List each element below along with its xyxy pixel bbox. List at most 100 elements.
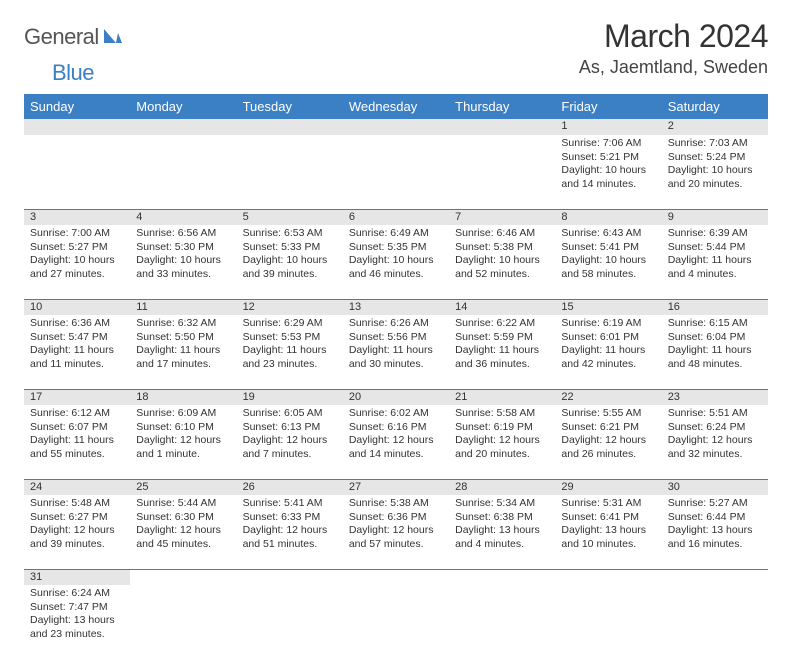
detail-line: Sunset: 6:13 PM bbox=[243, 421, 337, 435]
day-number-cell: 20 bbox=[343, 389, 449, 405]
daynum-row: 17181920212223 bbox=[24, 389, 768, 405]
daynum-row: 12 bbox=[24, 119, 768, 135]
detail-line: Daylight: 11 hours bbox=[243, 344, 337, 358]
detail-line: Daylight: 12 hours bbox=[349, 434, 443, 448]
day-number-cell: 13 bbox=[343, 299, 449, 315]
detail-line: Sunset: 6:10 PM bbox=[136, 421, 230, 435]
day-number-cell: 8 bbox=[555, 209, 661, 225]
weekday-header: Saturday bbox=[662, 94, 768, 119]
day-number-cell: 2 bbox=[662, 119, 768, 135]
detail-line: Daylight: 10 hours bbox=[349, 254, 443, 268]
day-details: Sunrise: 5:31 AMSunset: 6:41 PMDaylight:… bbox=[555, 495, 661, 555]
detail-line: Sunset: 6:44 PM bbox=[668, 511, 762, 525]
day-details: Sunrise: 5:38 AMSunset: 6:36 PMDaylight:… bbox=[343, 495, 449, 555]
day-cell bbox=[449, 585, 555, 659]
day-cell: Sunrise: 7:03 AMSunset: 5:24 PMDaylight:… bbox=[662, 135, 768, 209]
day-number-cell bbox=[449, 119, 555, 135]
detail-line: Sunset: 6:21 PM bbox=[561, 421, 655, 435]
day-cell bbox=[24, 135, 130, 209]
day-details: Sunrise: 6:09 AMSunset: 6:10 PMDaylight:… bbox=[130, 405, 236, 465]
detail-line: Sunset: 5:30 PM bbox=[136, 241, 230, 255]
detail-line: Daylight: 11 hours bbox=[668, 254, 762, 268]
detail-line: Sunrise: 6:53 AM bbox=[243, 227, 337, 241]
day-details: Sunrise: 7:00 AMSunset: 5:27 PMDaylight:… bbox=[24, 225, 130, 285]
detail-line: and 39 minutes. bbox=[243, 268, 337, 282]
detail-line: Sunset: 6:33 PM bbox=[243, 511, 337, 525]
detail-line: and 39 minutes. bbox=[30, 538, 124, 552]
day-number-cell: 3 bbox=[24, 209, 130, 225]
day-cell bbox=[237, 135, 343, 209]
day-details: Sunrise: 6:49 AMSunset: 5:35 PMDaylight:… bbox=[343, 225, 449, 285]
day-details: Sunrise: 6:29 AMSunset: 5:53 PMDaylight:… bbox=[237, 315, 343, 375]
detail-line: Daylight: 10 hours bbox=[30, 254, 124, 268]
day-cell: Sunrise: 6:39 AMSunset: 5:44 PMDaylight:… bbox=[662, 225, 768, 299]
detail-line: Sunrise: 5:44 AM bbox=[136, 497, 230, 511]
detail-line: Sunrise: 6:29 AM bbox=[243, 317, 337, 331]
day-details: Sunrise: 6:19 AMSunset: 6:01 PMDaylight:… bbox=[555, 315, 661, 375]
detail-line: Daylight: 12 hours bbox=[243, 434, 337, 448]
detail-line: Daylight: 12 hours bbox=[668, 434, 762, 448]
day-number-cell: 15 bbox=[555, 299, 661, 315]
detail-line: Daylight: 10 hours bbox=[668, 164, 762, 178]
detail-line: Sunrise: 6:24 AM bbox=[30, 587, 124, 601]
day-cell bbox=[555, 585, 661, 659]
day-cell: Sunrise: 5:58 AMSunset: 6:19 PMDaylight:… bbox=[449, 405, 555, 479]
day-cell: Sunrise: 6:26 AMSunset: 5:56 PMDaylight:… bbox=[343, 315, 449, 389]
detail-line: Daylight: 12 hours bbox=[561, 434, 655, 448]
detail-line: Sunrise: 6:26 AM bbox=[349, 317, 443, 331]
detail-line: and 52 minutes. bbox=[455, 268, 549, 282]
day-number-cell: 14 bbox=[449, 299, 555, 315]
detail-line: Sunrise: 5:34 AM bbox=[455, 497, 549, 511]
week-row: Sunrise: 6:24 AMSunset: 7:47 PMDaylight:… bbox=[24, 585, 768, 659]
day-number-cell bbox=[237, 569, 343, 585]
day-details: Sunrise: 6:46 AMSunset: 5:38 PMDaylight:… bbox=[449, 225, 555, 285]
day-cell bbox=[343, 585, 449, 659]
day-cell: Sunrise: 6:12 AMSunset: 6:07 PMDaylight:… bbox=[24, 405, 130, 479]
day-number-cell: 29 bbox=[555, 479, 661, 495]
week-row: Sunrise: 6:12 AMSunset: 6:07 PMDaylight:… bbox=[24, 405, 768, 479]
detail-line: and 14 minutes. bbox=[349, 448, 443, 462]
day-cell: Sunrise: 6:02 AMSunset: 6:16 PMDaylight:… bbox=[343, 405, 449, 479]
day-number-cell: 21 bbox=[449, 389, 555, 405]
calendar-table: Sunday Monday Tuesday Wednesday Thursday… bbox=[24, 94, 768, 659]
detail-line: and 42 minutes. bbox=[561, 358, 655, 372]
day-cell: Sunrise: 5:44 AMSunset: 6:30 PMDaylight:… bbox=[130, 495, 236, 569]
detail-line: Daylight: 12 hours bbox=[243, 524, 337, 538]
detail-line: Sunset: 5:24 PM bbox=[668, 151, 762, 165]
day-cell bbox=[130, 585, 236, 659]
detail-line: Daylight: 12 hours bbox=[349, 524, 443, 538]
day-details: Sunrise: 6:39 AMSunset: 5:44 PMDaylight:… bbox=[662, 225, 768, 285]
logo-text-1: General bbox=[24, 24, 99, 50]
detail-line: and 51 minutes. bbox=[243, 538, 337, 552]
logo-text-2: Blue bbox=[52, 60, 94, 85]
day-number-cell: 26 bbox=[237, 479, 343, 495]
day-cell: Sunrise: 6:36 AMSunset: 5:47 PMDaylight:… bbox=[24, 315, 130, 389]
day-number-cell bbox=[237, 119, 343, 135]
daynum-row: 10111213141516 bbox=[24, 299, 768, 315]
detail-line: Daylight: 11 hours bbox=[668, 344, 762, 358]
day-cell: Sunrise: 6:32 AMSunset: 5:50 PMDaylight:… bbox=[130, 315, 236, 389]
detail-line: and 33 minutes. bbox=[136, 268, 230, 282]
detail-line: Sunset: 6:41 PM bbox=[561, 511, 655, 525]
detail-line: Daylight: 13 hours bbox=[668, 524, 762, 538]
detail-line: Daylight: 11 hours bbox=[30, 344, 124, 358]
day-number-cell: 16 bbox=[662, 299, 768, 315]
detail-line: and 11 minutes. bbox=[30, 358, 124, 372]
day-cell: Sunrise: 6:22 AMSunset: 5:59 PMDaylight:… bbox=[449, 315, 555, 389]
day-number-cell: 28 bbox=[449, 479, 555, 495]
day-number-cell bbox=[343, 569, 449, 585]
day-number-cell: 6 bbox=[343, 209, 449, 225]
detail-line: Daylight: 13 hours bbox=[561, 524, 655, 538]
day-cell: Sunrise: 6:05 AMSunset: 6:13 PMDaylight:… bbox=[237, 405, 343, 479]
daynum-row: 24252627282930 bbox=[24, 479, 768, 495]
day-details: Sunrise: 6:05 AMSunset: 6:13 PMDaylight:… bbox=[237, 405, 343, 465]
day-number-cell: 27 bbox=[343, 479, 449, 495]
day-details: Sunrise: 6:22 AMSunset: 5:59 PMDaylight:… bbox=[449, 315, 555, 375]
detail-line: and 10 minutes. bbox=[561, 538, 655, 552]
day-cell: Sunrise: 6:19 AMSunset: 6:01 PMDaylight:… bbox=[555, 315, 661, 389]
day-cell: Sunrise: 5:48 AMSunset: 6:27 PMDaylight:… bbox=[24, 495, 130, 569]
week-row: Sunrise: 5:48 AMSunset: 6:27 PMDaylight:… bbox=[24, 495, 768, 569]
day-cell bbox=[662, 585, 768, 659]
day-number-cell bbox=[449, 569, 555, 585]
weekday-header: Tuesday bbox=[237, 94, 343, 119]
